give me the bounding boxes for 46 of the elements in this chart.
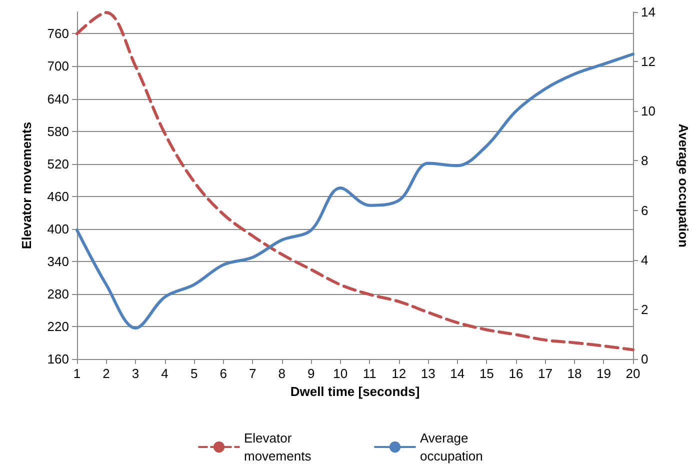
y2-tick-label: 14: [641, 4, 656, 20]
y-tick-label: 580: [47, 124, 69, 139]
x-tick-label: 11: [362, 366, 376, 381]
y2-tick-label: 0: [641, 352, 648, 366]
y-tick-label: 400: [47, 221, 69, 236]
x-tick-label: 6: [220, 366, 227, 381]
y2-tick-label: 4: [641, 252, 648, 268]
x-tick-label: 9: [307, 366, 315, 381]
x-tick-label: 16: [508, 366, 524, 381]
y2-tick-label: 12: [641, 54, 656, 70]
legend-label: Elevator movements: [244, 430, 312, 464]
y2-axis-title: Average occupation: [676, 124, 691, 248]
x-tick-label: 1: [73, 366, 81, 381]
y-tick-label: 640: [47, 91, 69, 106]
y-tick-label: 460: [47, 188, 69, 204]
x-tick-label: 18: [567, 366, 582, 381]
x-tick-label: 20: [626, 366, 640, 381]
y2-tick-label: 10: [641, 104, 656, 119]
x-tick-label: 2: [102, 366, 110, 381]
y2-tick-label: 6: [641, 202, 648, 218]
x-tick-label: 12: [392, 366, 406, 381]
y2-tick-label: 8: [641, 153, 648, 168]
x-tick-label: 17: [538, 366, 552, 381]
x-tick-label: 10: [333, 366, 348, 381]
line-series: [76, 52, 634, 330]
line-series: [76, 11, 634, 352]
y-axis-title: Elevator movements: [19, 122, 34, 250]
x-tick-label: 14: [450, 366, 465, 381]
x-tick-label: 4: [161, 366, 168, 381]
y-tick-label: 220: [47, 318, 69, 334]
y-tick-label: 700: [47, 58, 69, 74]
x-tick-label: 5: [190, 366, 198, 381]
x-tick-label: 8: [278, 366, 286, 381]
y-tick-label: 340: [47, 254, 69, 269]
y-tick-label: 760: [47, 26, 69, 42]
x-tick-label: 7: [248, 366, 256, 381]
x-tick-label: 3: [132, 366, 140, 381]
x-tick-label: 15: [479, 366, 494, 381]
x-tick-label: 19: [596, 366, 611, 381]
y-tick-label: 520: [47, 156, 69, 172]
x-axis-title: Dwell time [seconds]: [290, 384, 420, 399]
y-tick-label: 280: [47, 286, 69, 302]
x-tick-label: 13: [420, 366, 436, 381]
y2-tick-label: 2: [641, 302, 648, 317]
legend-label: Average occupation: [420, 430, 483, 464]
y-tick-label: 160: [47, 352, 69, 366]
